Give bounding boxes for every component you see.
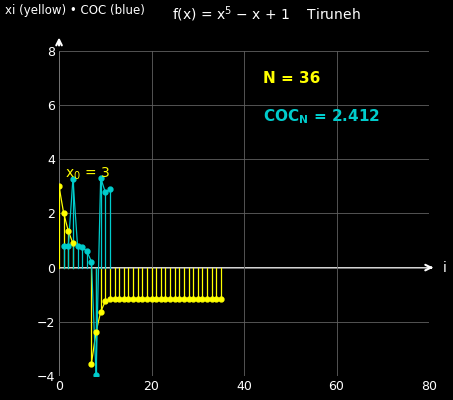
Text: f(x) = x$^{5}$ $-$ x + 1    Tiruneh: f(x) = x$^{5}$ $-$ x + 1 Tiruneh bbox=[172, 4, 361, 24]
Text: xi (yellow) • COC (blue): xi (yellow) • COC (blue) bbox=[5, 4, 145, 17]
Text: x$_0$ = 3: x$_0$ = 3 bbox=[65, 166, 110, 182]
Text: N = 36: N = 36 bbox=[263, 72, 320, 86]
Text: COC$_\mathregular{N}$ = 2.412: COC$_\mathregular{N}$ = 2.412 bbox=[263, 107, 380, 126]
Text: i: i bbox=[443, 260, 447, 274]
